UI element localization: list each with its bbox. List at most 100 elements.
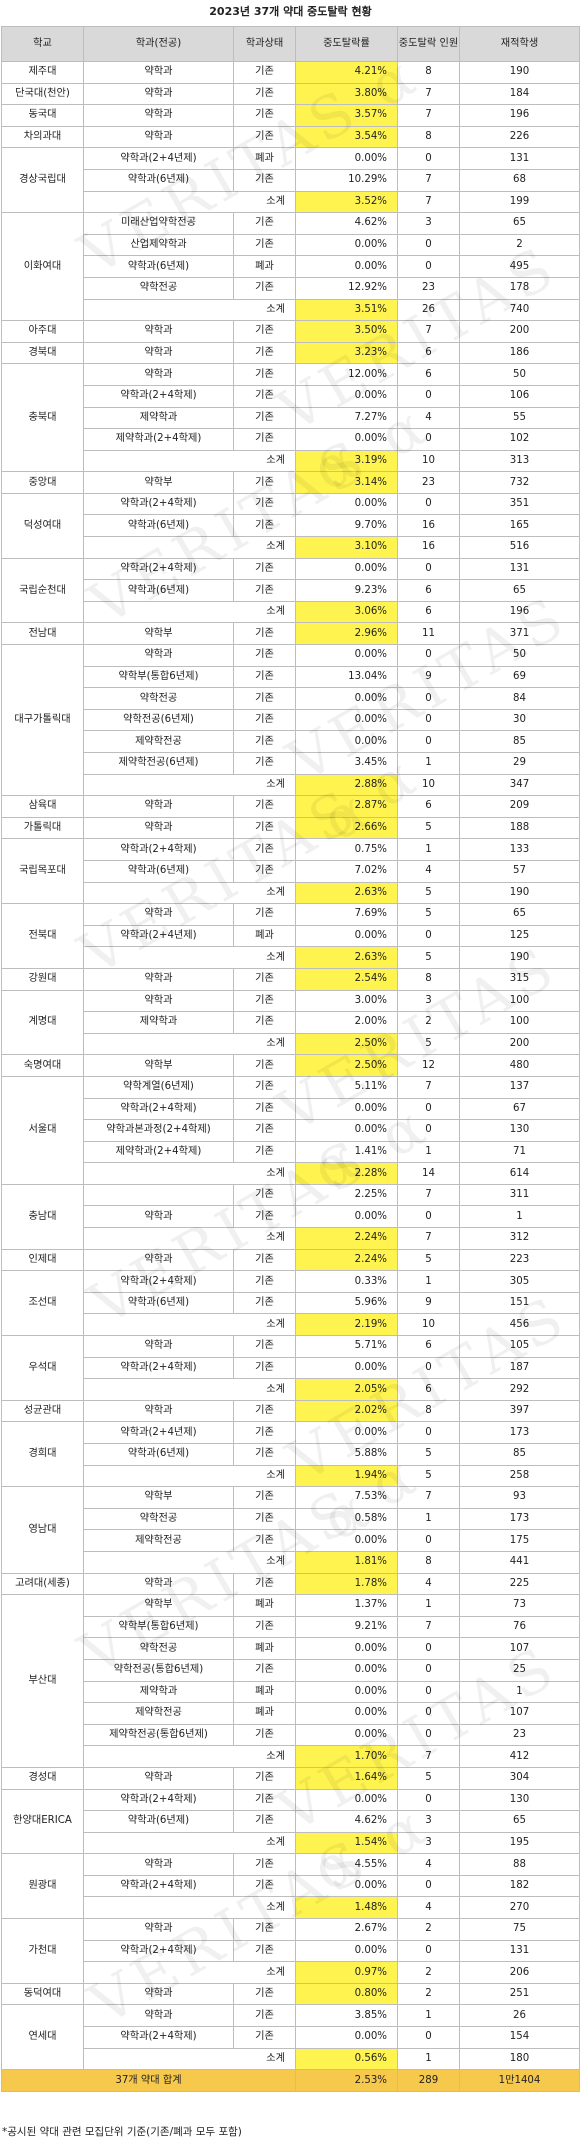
major-cell: 약학과	[83, 903, 234, 926]
school-name: 동국대	[1, 104, 84, 127]
rate-cell: 3.14%	[295, 471, 398, 494]
rate-cell: 3.54%	[295, 125, 398, 149]
count-cell: 7	[397, 1745, 460, 1768]
students-cell: 107	[459, 1637, 580, 1660]
students-cell: 65	[459, 1810, 580, 1833]
rate-cell: 7.69%	[295, 903, 398, 926]
students-cell: 516	[459, 536, 580, 559]
count-cell: 6	[397, 1335, 460, 1358]
major-cell: 약학전공(통합6년제)	[83, 1658, 234, 1682]
rate-cell: 3.10%	[295, 536, 398, 559]
table-row: 제약학과 기존 2.00% 2 100	[2, 1011, 580, 1034]
status-cell: 기존	[233, 1075, 296, 1099]
status-cell: 기존	[233, 1982, 296, 2006]
students-cell: 65	[459, 579, 580, 602]
count-cell: 0	[397, 557, 460, 581]
status-cell: 기존	[233, 557, 296, 581]
count-cell: 0	[397, 1723, 460, 1747]
rate-cell: 2.63%	[295, 881, 398, 905]
major-cell: 약학과본과정(2+4학제)	[83, 1119, 234, 1142]
rate-cell: 3.50%	[295, 320, 398, 343]
school-name: 우석대	[1, 1335, 84, 1401]
status-cell: 기존	[233, 1486, 296, 1509]
subtotal-label: 소계	[83, 1032, 296, 1056]
rate-cell: 4.21%	[295, 61, 398, 84]
count-cell: 4	[397, 859, 460, 883]
students-cell: 200	[459, 1032, 580, 1056]
count-cell: 2	[397, 1961, 460, 1984]
status-cell: 기존	[233, 730, 296, 753]
students-cell: 196	[459, 600, 580, 624]
table-row: 제약학전공 폐과 0.00% 0 107	[2, 1702, 580, 1725]
table-row: 제약학전공(통합6년제) 기존 0.00% 0 23	[2, 1723, 580, 1747]
students-cell: 30	[459, 708, 580, 732]
count-cell: 8	[397, 1550, 460, 1574]
rate-cell: 0.00%	[295, 1637, 398, 1660]
table-row: 약학과 기존 0.00% 0 1	[2, 1205, 580, 1229]
rate-cell: 13.04%	[295, 665, 398, 689]
rate-cell: 3.51%	[295, 298, 398, 322]
count-cell: 7	[397, 168, 460, 192]
subtotal-label: 소계	[83, 1464, 296, 1488]
rate-cell: 1.94%	[295, 1464, 398, 1488]
rate-cell: 0.00%	[295, 1356, 398, 1380]
count-cell: 0	[397, 1658, 460, 1682]
major-cell: 약학과(6년제)	[83, 859, 234, 883]
table-row: 계명대 약학과 기존 3.00% 3 100	[1, 989, 580, 1056]
major-cell: 약학과	[83, 1766, 234, 1790]
table-row: 약학과(6년제) 기존 5.96% 9 151	[2, 1291, 580, 1315]
rate-cell: 2.67%	[295, 1918, 398, 1941]
rate-cell: 0.00%	[295, 708, 398, 732]
rate-cell: 1.48%	[295, 1896, 398, 1920]
count-cell: 1	[397, 838, 460, 861]
students-cell: 495	[459, 255, 580, 278]
status-cell: 기존	[233, 665, 296, 689]
count-cell: 0	[397, 924, 460, 948]
rate-cell: 2.24%	[295, 1248, 398, 1272]
table-row: 제약학과 기존 7.27% 4 55	[2, 406, 580, 430]
table-row: 가천대 약학과 기존 2.67% 2 75	[1, 1918, 580, 1984]
header-major: 학과(전공)	[83, 26, 234, 62]
major-cell: 약학과	[83, 644, 234, 667]
table-row: 이화여대 미래산업약학전공 기존 4.62% 3 65	[1, 212, 580, 322]
rate-cell: 0.33%	[295, 1270, 398, 1293]
major-cell: 약학과(6년제)	[83, 579, 234, 602]
students-cell: 397	[459, 1399, 580, 1423]
rate-cell: 0.00%	[295, 1658, 398, 1682]
students-cell: 305	[459, 1270, 580, 1293]
count-cell: 2	[397, 1982, 460, 2006]
major-cell: 제약학전공(통합6년제)	[83, 1723, 234, 1747]
students-cell: 1	[459, 1205, 580, 1229]
students-cell: 200	[459, 320, 580, 343]
rate-cell: 2.63%	[295, 946, 398, 969]
table-row: 약학부(통합6년제) 기존 13.04% 9 69	[2, 665, 580, 689]
table-row: 제약학전공 기존 0.00% 0 85	[2, 730, 580, 753]
status-cell: 기존	[233, 1097, 296, 1121]
school-name: 대구가톨릭대	[1, 644, 84, 797]
subtotal-label: 소계	[83, 1550, 296, 1574]
table-row: 약학과(6년제) 기존 7.02% 4 57	[2, 859, 580, 883]
status-cell: 기존	[233, 1335, 296, 1358]
count-cell: 5	[397, 1248, 460, 1272]
students-cell: 292	[459, 1378, 580, 1401]
students-cell: 76	[459, 1615, 580, 1639]
rate-cell: 4.62%	[295, 212, 398, 235]
students-cell: 206	[459, 1961, 580, 1984]
rate-cell: 2.24%	[295, 1227, 398, 1250]
count-cell: 10	[397, 449, 460, 473]
rate-cell: 2.05%	[295, 1378, 398, 1401]
count-cell: 11	[397, 622, 460, 646]
students-cell: 73	[459, 1594, 580, 1617]
count-cell: 3	[397, 212, 460, 235]
school-name: 전북대	[1, 903, 84, 969]
students-cell: 740	[459, 298, 580, 322]
status-cell: 기존	[233, 1615, 296, 1639]
students-cell: 195	[459, 1831, 580, 1855]
major-cell: 약학과(2+4학제)	[83, 1097, 234, 1121]
count-cell: 4	[397, 1572, 460, 1596]
major-cell: 약학부	[83, 1594, 234, 1617]
students-cell: 50	[459, 644, 580, 667]
school-name: 충남대	[1, 1183, 84, 1250]
table-row: 충남대 기존 2.25% 7 311	[1, 1183, 580, 1250]
school-name: 삼육대	[1, 795, 84, 818]
